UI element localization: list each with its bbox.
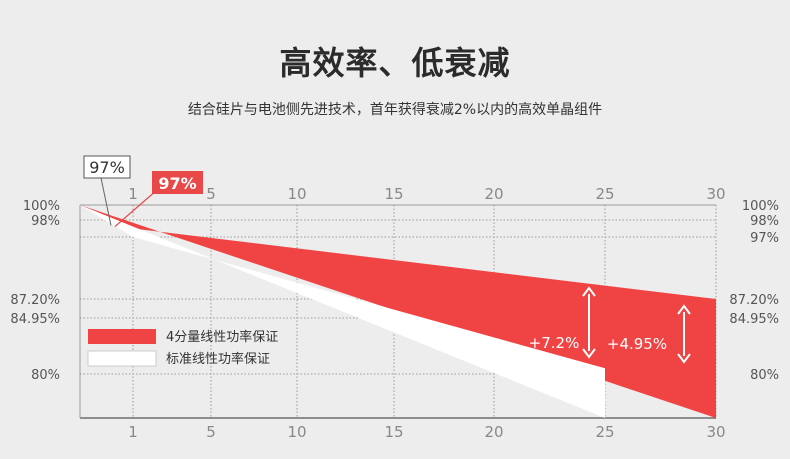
x-tick-label-bottom: 1 (128, 423, 138, 441)
page-subtitle: 结合硅片与电池侧先进技术，首年获得衰减2%以内的高效单晶组件 (187, 102, 603, 118)
arrow-7-2-head-up (582, 286, 596, 297)
chart-areas (80, 205, 716, 418)
x-tick-label-top: 30 (706, 185, 725, 203)
chart-marks: 97% 97% (83, 155, 691, 364)
legend-label-tiered: 4分量线性功率保证 (166, 329, 278, 345)
y-tick-label-left: 98% (31, 214, 60, 229)
callout-leader-filled (114, 189, 158, 227)
x-tick-label-top: 10 (287, 185, 306, 203)
arrow-4-95-head-up (677, 304, 691, 315)
x-tick-label-bottom: 5 (206, 423, 216, 441)
legend: 4分量线性功率保证 标准线性功率保证 (87, 329, 278, 367)
arrow-4-95-head-down (677, 353, 691, 364)
arrow-7-2-head-down (582, 348, 596, 359)
callout-label-filled: 97% (158, 174, 196, 193)
page-title: 高效率、低衰减 (279, 44, 511, 82)
x-tick-label-bottom: 15 (384, 423, 403, 441)
y-tick-label-left: 80% (31, 368, 60, 383)
y-tick-label-left: 84.95% (10, 312, 60, 327)
chart-labels: 115510101515202025253030100%98%87.20%84.… (10, 185, 779, 441)
x-tick-label-top: 25 (595, 185, 614, 203)
x-tick-label-bottom: 10 (287, 423, 306, 441)
series-area-standard (80, 205, 605, 418)
annotation-label: +7.2% (529, 334, 580, 352)
y-tick-label-right: 80% (750, 368, 779, 383)
y-tick-label-left: 100% (23, 199, 60, 214)
legend-swatch-standard (87, 350, 157, 367)
callout-leader-outline (100, 177, 112, 226)
callout-label-outline: 97% (89, 158, 125, 177)
legend-label-standard: 标准线性功率保证 (166, 351, 270, 367)
y-tick-label-right: 84.95% (729, 312, 779, 327)
x-tick-label-top: 5 (206, 185, 216, 203)
callout-box-filled (152, 171, 203, 194)
x-tick-label-bottom: 20 (484, 423, 503, 441)
y-tick-label-left: 87.20% (10, 293, 60, 308)
x-tick-label-bottom: 30 (706, 423, 725, 441)
y-tick-label-right: 87.20% (729, 293, 779, 308)
callout-box-outline (83, 155, 131, 179)
y-tick-label-right: 97% (750, 231, 779, 246)
y-tick-label-right: 98% (750, 214, 779, 229)
x-tick-label-top: 1 (128, 185, 138, 203)
annotation-label: +4.95% (607, 335, 667, 353)
x-tick-label-top: 15 (384, 185, 403, 203)
x-tick-label-top: 20 (484, 185, 503, 203)
y-tick-label-right: 100% (742, 199, 779, 214)
x-tick-label-bottom: 25 (595, 423, 614, 441)
legend-swatch-tiered (88, 329, 156, 344)
